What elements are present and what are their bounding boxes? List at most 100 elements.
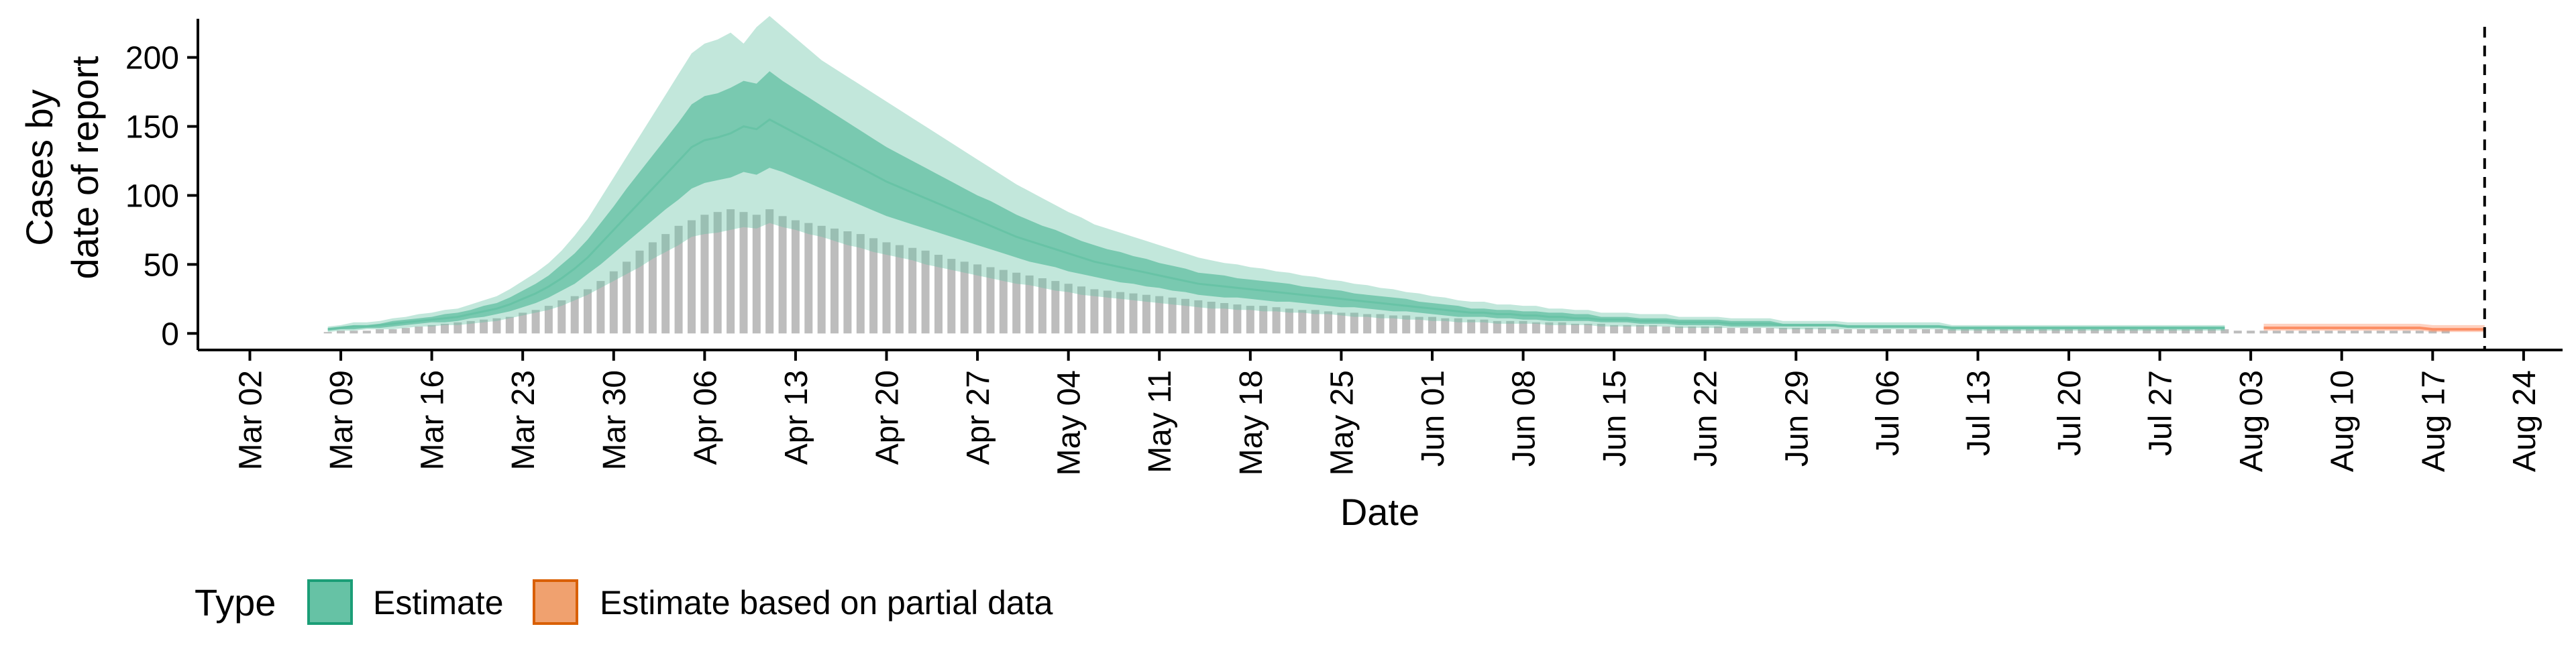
x-tick-label: Jun 08	[1507, 370, 1542, 467]
report-bar	[1428, 316, 1436, 334]
report-bar	[1727, 328, 1735, 334]
report-bar	[1753, 328, 1762, 334]
y-axis-title-line-2: date of report	[64, 56, 106, 280]
report-bar	[2220, 329, 2229, 334]
report-bar	[519, 312, 527, 334]
report-bar	[1506, 320, 1515, 334]
report-bar	[388, 329, 397, 334]
report-bar	[2012, 329, 2021, 334]
report-bar	[1870, 329, 1878, 334]
x-tick-label: Jun 22	[1688, 370, 1724, 467]
report-bar	[2051, 329, 2060, 334]
report-bar	[1935, 329, 1943, 334]
y-tick-label: 150	[125, 110, 179, 145]
report-bar	[1207, 302, 1216, 334]
report-bar	[1441, 318, 1450, 334]
x-tick-label: Jun 01	[1415, 370, 1451, 467]
report-bar	[1272, 307, 1281, 334]
report-bar	[999, 270, 1008, 334]
median-line-partial	[2263, 327, 2485, 331]
report-bar	[713, 212, 722, 334]
report-bar	[323, 332, 332, 334]
report-bar	[2298, 331, 2307, 334]
report-bar	[2194, 329, 2203, 334]
legend-title: Type	[195, 581, 276, 624]
report-bar	[1467, 319, 1476, 334]
report-bar	[1389, 315, 1397, 334]
report-bar	[765, 209, 774, 334]
report-bar	[1168, 297, 1177, 334]
report-bar	[1766, 328, 1774, 334]
report-bar	[2324, 331, 2333, 334]
report-bar	[2143, 329, 2151, 334]
x-tick-label: Jul 20	[2052, 370, 2088, 456]
x-tick-label: Aug 24	[2507, 370, 2542, 472]
report-bar	[415, 327, 423, 334]
report-bar	[804, 223, 813, 334]
x-tick-label: Apr 13	[779, 370, 814, 465]
report-bar	[1882, 329, 1891, 334]
report-bar	[2415, 331, 2424, 334]
report-bar	[1337, 312, 1346, 334]
report-bar	[1584, 323, 1593, 334]
report-bar	[1714, 327, 1723, 334]
x-tick-label: Apr 20	[870, 370, 906, 465]
report-bar	[2233, 331, 2242, 334]
x-tick-label: May 18	[1234, 370, 1269, 475]
report-bar	[1688, 327, 1697, 334]
report-bar	[1635, 325, 1644, 334]
report-bar	[921, 250, 930, 334]
report-bar	[350, 331, 358, 334]
report-bar	[1818, 328, 1826, 334]
report-bar	[596, 281, 605, 334]
report-bar	[2428, 331, 2437, 334]
x-tick-label: Mar 02	[233, 370, 269, 470]
report-bar	[1402, 315, 1411, 334]
report-bar	[1831, 329, 1839, 334]
x-tick-label: Jun 15	[1597, 370, 1633, 467]
report-bar	[1532, 322, 1540, 334]
report-bar	[1909, 329, 1917, 334]
report-bar	[2155, 329, 2164, 334]
x-tick-label: Mar 30	[597, 370, 633, 470]
report-bar	[441, 323, 449, 334]
report-bar	[2000, 329, 2008, 334]
report-bar	[1778, 328, 1787, 334]
report-bar	[2039, 329, 2047, 334]
x-tick-label: May 11	[1142, 370, 1178, 473]
report-bar	[960, 261, 969, 334]
x-tick-label: Jul 06	[1870, 370, 1906, 456]
report-bar	[557, 300, 566, 334]
report-bar	[1454, 318, 1462, 334]
axes-layer: 0 50 100 150 200 Mar 02 Mar 09 Mar 16 Mar 23 Mar …	[125, 19, 2563, 475]
report-bar	[1480, 319, 1489, 334]
report-bar	[2129, 329, 2138, 334]
report-bar	[1233, 304, 1242, 334]
report-bar	[362, 331, 371, 334]
y-tick-label: 0	[161, 316, 179, 352]
report-bar	[688, 220, 696, 334]
report-bar	[830, 228, 839, 334]
x-tick-label: Jul 27	[2143, 370, 2179, 456]
x-tick-label: Jun 29	[1779, 370, 1815, 467]
report-bar	[2078, 329, 2086, 334]
y-tick-label: 100	[125, 178, 179, 214]
report-bar	[1739, 328, 1748, 334]
report-bar	[1129, 293, 1138, 334]
report-bar	[752, 215, 761, 334]
report-bar	[2259, 331, 2268, 334]
legend-swatch-estimate	[307, 579, 353, 625]
report-bar	[2104, 329, 2112, 334]
report-bar	[453, 322, 462, 334]
report-bar	[1012, 272, 1021, 334]
report-bar	[1961, 329, 1970, 334]
report-bar	[1701, 327, 1709, 334]
y-tick-label: 200	[125, 41, 179, 76]
report-bar	[856, 234, 865, 334]
x-tick-label: Mar 09	[324, 370, 360, 470]
report-bar	[1259, 306, 1268, 334]
report-bar	[2402, 331, 2411, 334]
report-bar	[1947, 329, 1956, 334]
